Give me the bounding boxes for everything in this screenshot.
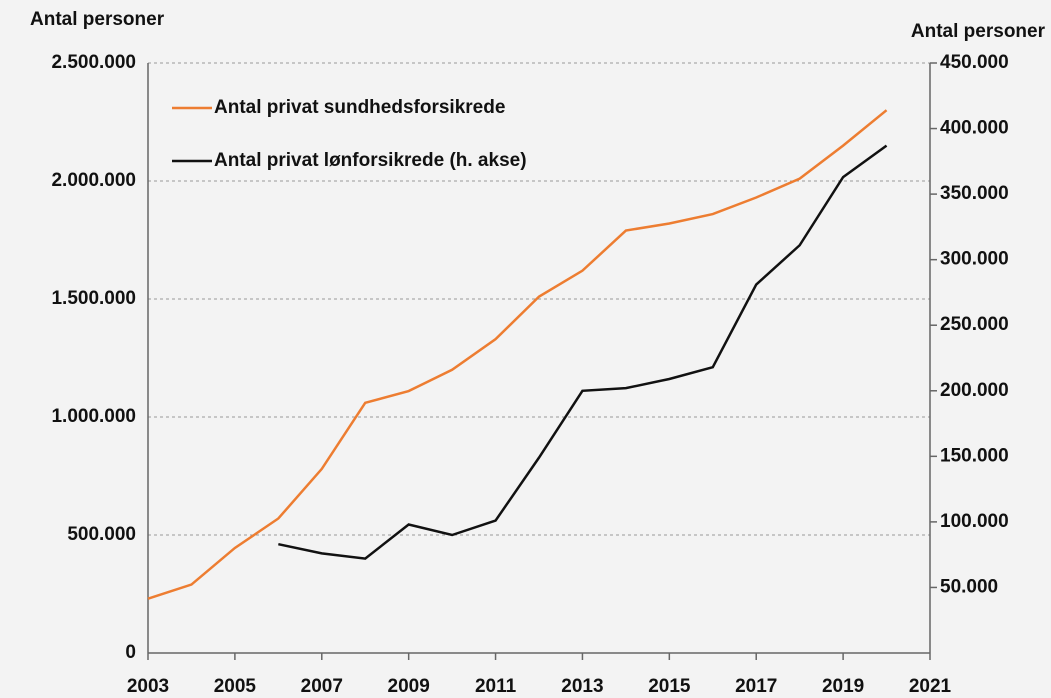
x-tick-label: 2005 [214,676,257,697]
y-tick-label: 1.000.000 [51,406,136,427]
y2-tick-label: 100.000 [940,511,1009,532]
x-tick-label: 2011 [475,676,517,697]
y2-tick-label: 250.000 [940,314,1009,335]
x-tick-label: 2015 [648,676,691,697]
x-tick-label: 2007 [301,676,343,697]
y2-tick-label: 450.000 [940,52,1009,73]
x-tick-label: 2013 [561,676,603,697]
x-tick-label: 2019 [822,676,864,697]
series-line [278,144,888,560]
y-axis-title: Antal personer [30,9,165,30]
legend-label: Antal privat lønforsikrede (h. akse) [214,150,527,171]
y2-tick-label: 150.000 [940,445,1009,466]
y2-tick-label: 400.000 [940,118,1009,139]
x-tick-label: 2003 [127,676,169,697]
x-tick-label: 2017 [735,676,777,697]
y2-axis-title: Antal personer [911,21,1046,42]
x-tick-label: 2021 [909,676,952,697]
y2-tick-label: 200.000 [940,380,1009,401]
y2-tick-label: 50.000 [940,576,998,597]
y2-tick-label: 300.000 [940,249,1009,270]
series-line [147,109,888,600]
y2-tick-label: 350.000 [940,183,1009,204]
y-tick-label: 2.000.000 [51,170,136,191]
y-tick-label: 500.000 [67,524,136,545]
y-tick-label: 0 [125,642,136,663]
y-tick-label: 2.500.000 [51,52,136,73]
legend-label: Antal privat sundhedsforsikrede [214,97,505,118]
x-tick-label: 2009 [388,676,430,697]
y-tick-label: 1.500.000 [51,288,136,309]
